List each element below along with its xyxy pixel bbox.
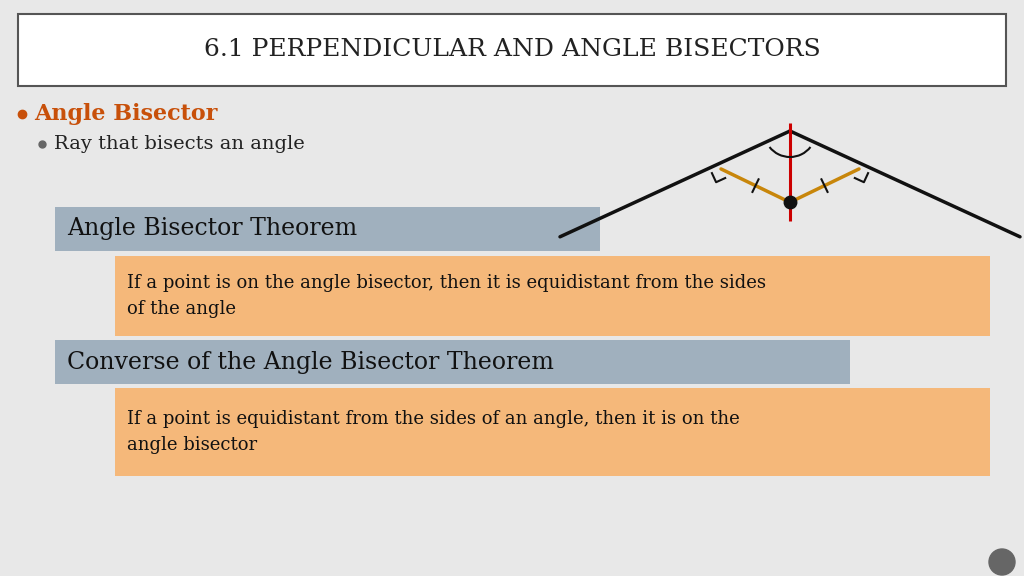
FancyBboxPatch shape (55, 340, 850, 384)
FancyBboxPatch shape (18, 14, 1006, 86)
FancyBboxPatch shape (115, 388, 990, 476)
Text: If a point is equidistant from the sides of an angle, then it is on the
angle bi: If a point is equidistant from the sides… (127, 410, 739, 454)
Circle shape (989, 549, 1015, 575)
Text: Angle Bisector: Angle Bisector (34, 103, 217, 125)
FancyBboxPatch shape (55, 207, 600, 251)
Text: Converse of the Angle Bisector Theorem: Converse of the Angle Bisector Theorem (67, 351, 554, 373)
Text: Angle Bisector Theorem: Angle Bisector Theorem (67, 218, 357, 241)
Text: If a point is on the angle bisector, then it is equidistant from the sides
of th: If a point is on the angle bisector, the… (127, 274, 766, 318)
Text: 6: 6 (996, 555, 1008, 570)
Text: Ray that bisects an angle: Ray that bisects an angle (54, 135, 305, 153)
Text: 6.1 PERPENDICULAR AND ANGLE BISECTORS: 6.1 PERPENDICULAR AND ANGLE BISECTORS (204, 37, 820, 60)
FancyBboxPatch shape (115, 256, 990, 336)
